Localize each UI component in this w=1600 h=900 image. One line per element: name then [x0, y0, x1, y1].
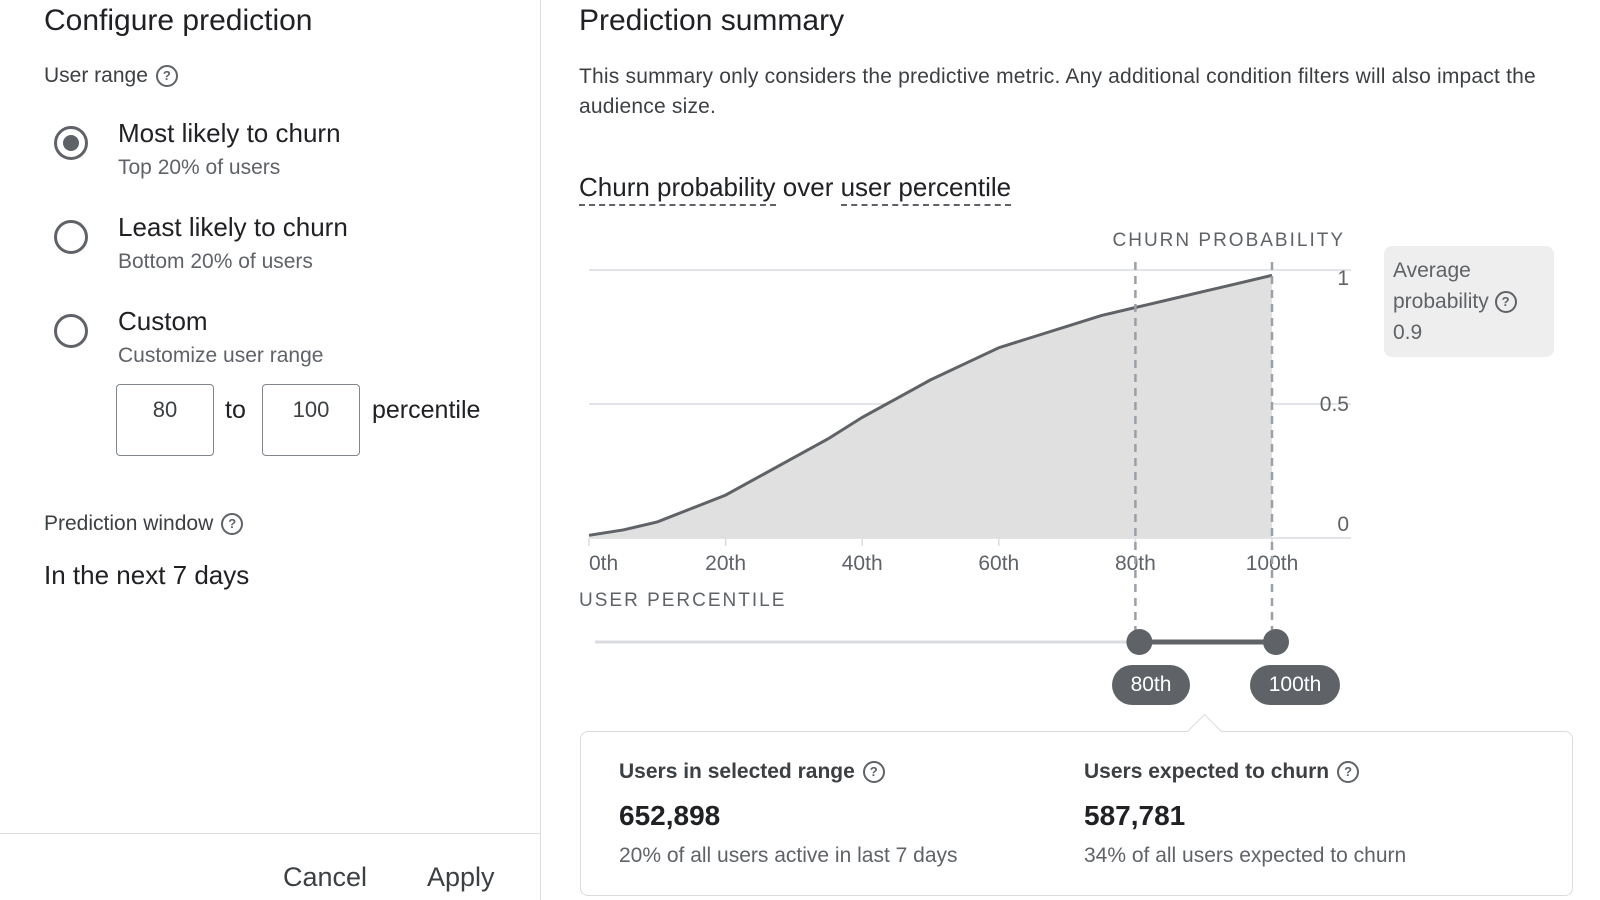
- user-range-label: User range ?: [44, 64, 178, 88]
- help-icon[interactable]: ?: [862, 761, 885, 783]
- x-tick-label: 20th: [705, 552, 746, 575]
- help-icon[interactable]: ?: [155, 65, 178, 87]
- slider-handle-start[interactable]: [1126, 629, 1153, 655]
- y-tick-label: 0.5: [1320, 393, 1349, 416]
- y-tick-label: 1: [1337, 267, 1349, 290]
- configure-panel: Configure prediction User range ? Most l…: [0, 0, 541, 900]
- stat-value: 587,781: [1084, 800, 1186, 831]
- help-icon[interactable]: ?: [1337, 761, 1360, 783]
- stat-label-text: Users expected to churn: [1084, 760, 1330, 783]
- radio-title: Most likely to churn: [118, 118, 341, 148]
- y-axis-label: CHURN PROBABILITY: [1112, 230, 1345, 251]
- x-tick-label: 40th: [842, 552, 883, 575]
- x-axis-label: USER PERCENTILE: [579, 590, 787, 611]
- chart-line: [588, 273, 1273, 537]
- average-probability-value: 0.9: [1393, 321, 1423, 344]
- radio-subtitle: Customize user range: [118, 344, 324, 367]
- radio-button[interactable]: [54, 126, 88, 160]
- stat-label: Users in selected range ?: [619, 760, 958, 784]
- prediction-window-label: Prediction window ?: [44, 512, 244, 536]
- configure-title: Configure prediction: [44, 4, 313, 37]
- radio-button[interactable]: [54, 314, 88, 348]
- stat-value: 652,898: [619, 800, 721, 831]
- range-start-badge: 80th: [1112, 665, 1190, 705]
- summary-description: This summary only considers the predicti…: [579, 65, 1536, 118]
- radio-button[interactable]: [54, 220, 88, 254]
- summary-panel: Prediction summary This summary only con…: [541, 0, 1600, 900]
- chart-title-sep: over: [775, 172, 841, 202]
- help-icon[interactable]: ?: [1494, 291, 1517, 314]
- help-icon[interactable]: ?: [221, 513, 244, 535]
- stat-label: Users expected to churn ?: [1084, 760, 1406, 784]
- chart-title-dimension[interactable]: user percentile: [840, 172, 1012, 206]
- stat-label-text: Users in selected range: [619, 760, 855, 783]
- apply-button[interactable]: Apply: [427, 862, 495, 892]
- radio-subtitle: Top 20% of users: [118, 156, 281, 179]
- chart-title-metric[interactable]: Churn probability: [579, 172, 776, 206]
- average-probability-box: Average probability ? 0.9: [1384, 246, 1554, 357]
- cancel-button[interactable]: Cancel: [283, 862, 368, 892]
- summary-title: Prediction summary: [579, 4, 845, 37]
- percentile-label: percentile: [372, 396, 481, 424]
- stat-users-in-range: Users in selected range ? 652,898 20% of…: [619, 760, 958, 868]
- stat-users-expected-to-churn: Users expected to churn ? 587,781 34% of…: [1084, 760, 1406, 868]
- y-tick-label: 0: [1337, 513, 1349, 536]
- x-tick-label: 0th: [589, 552, 618, 575]
- footer-divider: [0, 833, 540, 834]
- chart-area: [589, 275, 1272, 538]
- average-probability-label: Average probability ?: [1393, 255, 1545, 317]
- range-start-input[interactable]: [116, 384, 214, 456]
- radio-subtitle: Bottom 20% of users: [118, 250, 313, 273]
- average-label-text: Average probability: [1393, 259, 1489, 313]
- summary-card: Users in selected range ? 652,898 20% of…: [580, 713, 1573, 896]
- chart-title: Churn probability over user percentile: [579, 172, 1012, 206]
- radio-title: Custom: [118, 306, 208, 336]
- x-tick-label: 60th: [978, 552, 1019, 575]
- prediction-window-value: In the next 7 days: [44, 560, 250, 590]
- range-end-badge: 100th: [1250, 665, 1340, 705]
- range-to-label: to: [225, 396, 246, 424]
- stat-subtext: 34% of all users expected to churn: [1084, 844, 1407, 867]
- user-range-text: User range: [44, 64, 148, 87]
- range-end-input[interactable]: [262, 384, 360, 456]
- radio-title: Least likely to churn: [118, 212, 348, 242]
- slider-handle-end[interactable]: [1263, 629, 1289, 655]
- stat-subtext: 20% of all users active in last 7 days: [619, 844, 958, 867]
- prediction-window-text: Prediction window: [44, 512, 214, 535]
